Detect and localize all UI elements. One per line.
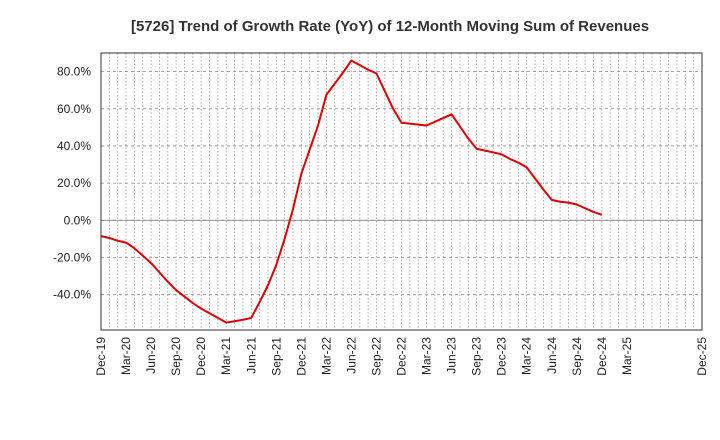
x-tick-label: Dec-19 bbox=[94, 337, 108, 376]
x-tick-label: Dec-22 bbox=[395, 337, 409, 376]
x-tick-label: Dec-24 bbox=[595, 337, 609, 376]
x-tick-label: Jun-23 bbox=[445, 337, 459, 374]
x-tick-label: Jun-21 bbox=[244, 337, 258, 374]
chart-title: [5726] Trend of Growth Rate (YoY) of 12-… bbox=[131, 18, 649, 35]
x-tick-label: Dec-21 bbox=[294, 337, 308, 376]
x-tick-label: Sep-22 bbox=[369, 337, 383, 376]
x-tick-label: Sep-23 bbox=[470, 337, 484, 376]
plot-frame bbox=[100, 52, 703, 331]
x-tick-label: Jun-20 bbox=[144, 337, 158, 374]
y-tick-label: 20.0% bbox=[57, 176, 91, 190]
y-tick-label: -40.0% bbox=[53, 288, 91, 302]
y-tick-label: 40.0% bbox=[57, 139, 91, 153]
x-tick-label: Dec-25 bbox=[695, 337, 709, 376]
x-tick-label: Sep-21 bbox=[269, 337, 283, 376]
series-line bbox=[100, 59, 603, 324]
y-tick-label: 0.0% bbox=[64, 213, 92, 227]
x-tick-label: Mar-23 bbox=[420, 337, 434, 375]
grid bbox=[100, 53, 703, 330]
y-tick-label: 60.0% bbox=[57, 102, 91, 116]
x-tick-label: Sep-20 bbox=[169, 337, 183, 376]
x-tick-label: Jun-24 bbox=[545, 337, 559, 374]
x-tick-label: Jun-22 bbox=[344, 337, 358, 374]
x-tick-label: Sep-24 bbox=[570, 337, 584, 376]
x-tick-label: Mar-22 bbox=[319, 337, 333, 375]
x-tick-label: Dec-20 bbox=[194, 337, 208, 376]
x-tick-label: Dec-23 bbox=[495, 337, 509, 376]
x-tick-label: Mar-24 bbox=[520, 337, 534, 375]
y-tick-label: 80.0% bbox=[57, 65, 91, 79]
x-tick-label: Mar-25 bbox=[620, 337, 634, 375]
y-tick-label: -20.0% bbox=[53, 250, 91, 264]
y-axis-ticks: -40.0% -20.0% 0.0% 20.0% 40.0% 60.0% 80.0% bbox=[53, 65, 91, 302]
x-axis-ticks: Dec-19 Mar-20 Jun-20 Sep-20 Dec-20 Mar-21 Jun-… bbox=[94, 337, 709, 376]
series-group bbox=[100, 59, 603, 324]
x-tick-label: Mar-21 bbox=[219, 337, 233, 375]
x-tick-label: Mar-20 bbox=[119, 337, 133, 375]
